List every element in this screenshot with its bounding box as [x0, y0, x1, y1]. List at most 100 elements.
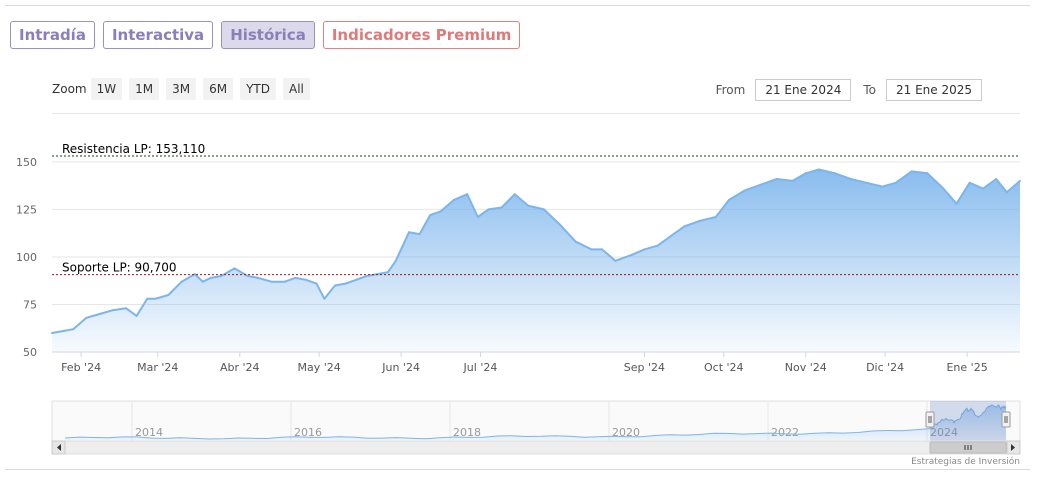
data-point — [98, 313, 101, 315]
data-point — [910, 170, 913, 173]
data-point — [386, 271, 389, 274]
data-point — [418, 233, 421, 236]
tab-indicadores-premium[interactable]: Indicadores Premium — [322, 21, 521, 49]
data-point — [527, 204, 530, 207]
data-point — [1019, 179, 1021, 182]
tab-historica[interactable]: Histórica — [221, 21, 315, 49]
chart-type-tabs: Intradía Interactiva Histórica Indicador… — [10, 21, 521, 49]
navigator-selection[interactable] — [930, 401, 1006, 441]
data-point — [85, 316, 88, 319]
navigator-left-handle[interactable] — [925, 411, 935, 428]
data-point — [476, 216, 479, 218]
navigator-year-label: 2018 — [453, 426, 481, 439]
data-point — [881, 185, 884, 188]
from-date-input[interactable]: 21 Ene 2024 — [755, 79, 852, 101]
support-label: Soporte LP: 90,700 — [62, 261, 177, 275]
x-tick-label: Jul '24 — [463, 361, 498, 374]
price-area — [52, 169, 1020, 352]
data-point — [294, 276, 297, 279]
data-point — [791, 179, 794, 182]
data-point — [344, 282, 347, 285]
data-point — [865, 181, 868, 184]
data-point — [982, 187, 984, 190]
data-point — [125, 307, 128, 310]
data-point — [193, 273, 196, 276]
chevron-left-icon — [57, 444, 61, 451]
chevron-right-icon — [1011, 444, 1015, 451]
x-tick-label: Abr '24 — [220, 361, 260, 374]
bottom-divider — [5, 469, 1030, 470]
y-tick-label: 50 — [23, 346, 37, 359]
data-point — [439, 210, 442, 213]
navigator-scrollbar[interactable] — [51, 440, 1021, 455]
x-tick-label: Mar '24 — [137, 361, 178, 374]
data-point — [643, 248, 646, 251]
navigator-line — [64, 404, 1007, 440]
data-point — [926, 172, 929, 175]
navigator-year-label: 2020 — [612, 426, 640, 439]
navigator-year-label: 2016 — [294, 426, 322, 439]
data-point — [315, 282, 318, 285]
data-point — [542, 208, 545, 211]
data-point — [180, 280, 183, 283]
data-point — [630, 254, 633, 257]
data-point — [614, 259, 617, 262]
x-tick-label: Jun '24 — [381, 361, 420, 374]
data-point — [111, 309, 114, 312]
date-range-selector: From 21 Ene 2024 To 21 Ene 2025 — [716, 79, 982, 101]
navigator-area — [65, 404, 1006, 440]
data-point — [833, 172, 836, 175]
y-tick-label: 125 — [16, 203, 37, 216]
data-point — [466, 193, 469, 196]
x-tick-label: Sep '24 — [624, 361, 665, 374]
to-label: To — [863, 83, 876, 97]
data-point — [1005, 191, 1008, 194]
data-point — [894, 181, 897, 184]
data-point — [283, 280, 286, 283]
data-point — [201, 280, 204, 283]
data-point — [500, 206, 503, 209]
data-point — [233, 267, 236, 270]
navigator[interactable]: 201420162018202020222024 — [51, 400, 1021, 442]
data-point — [323, 297, 326, 300]
data-point — [743, 189, 746, 192]
data-point — [167, 294, 170, 296]
data-point — [453, 198, 455, 201]
data-point — [304, 278, 307, 281]
data-point — [246, 275, 249, 277]
data-point — [334, 284, 336, 287]
zoom-3m-button[interactable]: 3M — [166, 78, 197, 100]
chart-credits: Estrategias de Inversión — [911, 456, 1020, 467]
y-tick-label: 75 — [23, 298, 37, 311]
zoom-1w-button[interactable]: 1W — [90, 78, 123, 100]
data-point — [601, 248, 604, 251]
top-divider — [5, 5, 1030, 6]
x-tick-label: Feb '24 — [61, 361, 101, 374]
data-point — [558, 223, 561, 226]
zoom-6m-button[interactable]: 6M — [203, 78, 234, 100]
data-point — [699, 219, 701, 222]
to-date-input[interactable]: 21 Ene 2025 — [885, 79, 982, 101]
zoom-ytd-button[interactable]: YTD — [240, 78, 276, 100]
navigator-right-handle[interactable] — [1001, 411, 1011, 428]
tab-interactiva[interactable]: Interactiva — [102, 21, 214, 49]
data-point — [942, 187, 945, 190]
data-point — [669, 235, 672, 237]
x-tick-label: Nov '24 — [785, 361, 827, 374]
data-point — [487, 208, 490, 211]
data-point — [804, 172, 807, 175]
data-point — [135, 314, 138, 317]
zoom-all-button[interactable]: All — [283, 78, 310, 100]
data-point — [429, 214, 432, 217]
data-point — [408, 231, 410, 234]
y-tick-label: 100 — [16, 251, 37, 264]
zoom-1m-button[interactable]: 1M — [129, 78, 160, 100]
x-tick-label: Dic '24 — [866, 361, 904, 374]
data-point — [968, 181, 971, 184]
zoom-label: Zoom — [52, 82, 87, 96]
data-point — [270, 280, 273, 283]
data-point — [759, 183, 762, 186]
tab-intradia[interactable]: Intradía — [10, 21, 95, 49]
data-point — [61, 330, 64, 333]
